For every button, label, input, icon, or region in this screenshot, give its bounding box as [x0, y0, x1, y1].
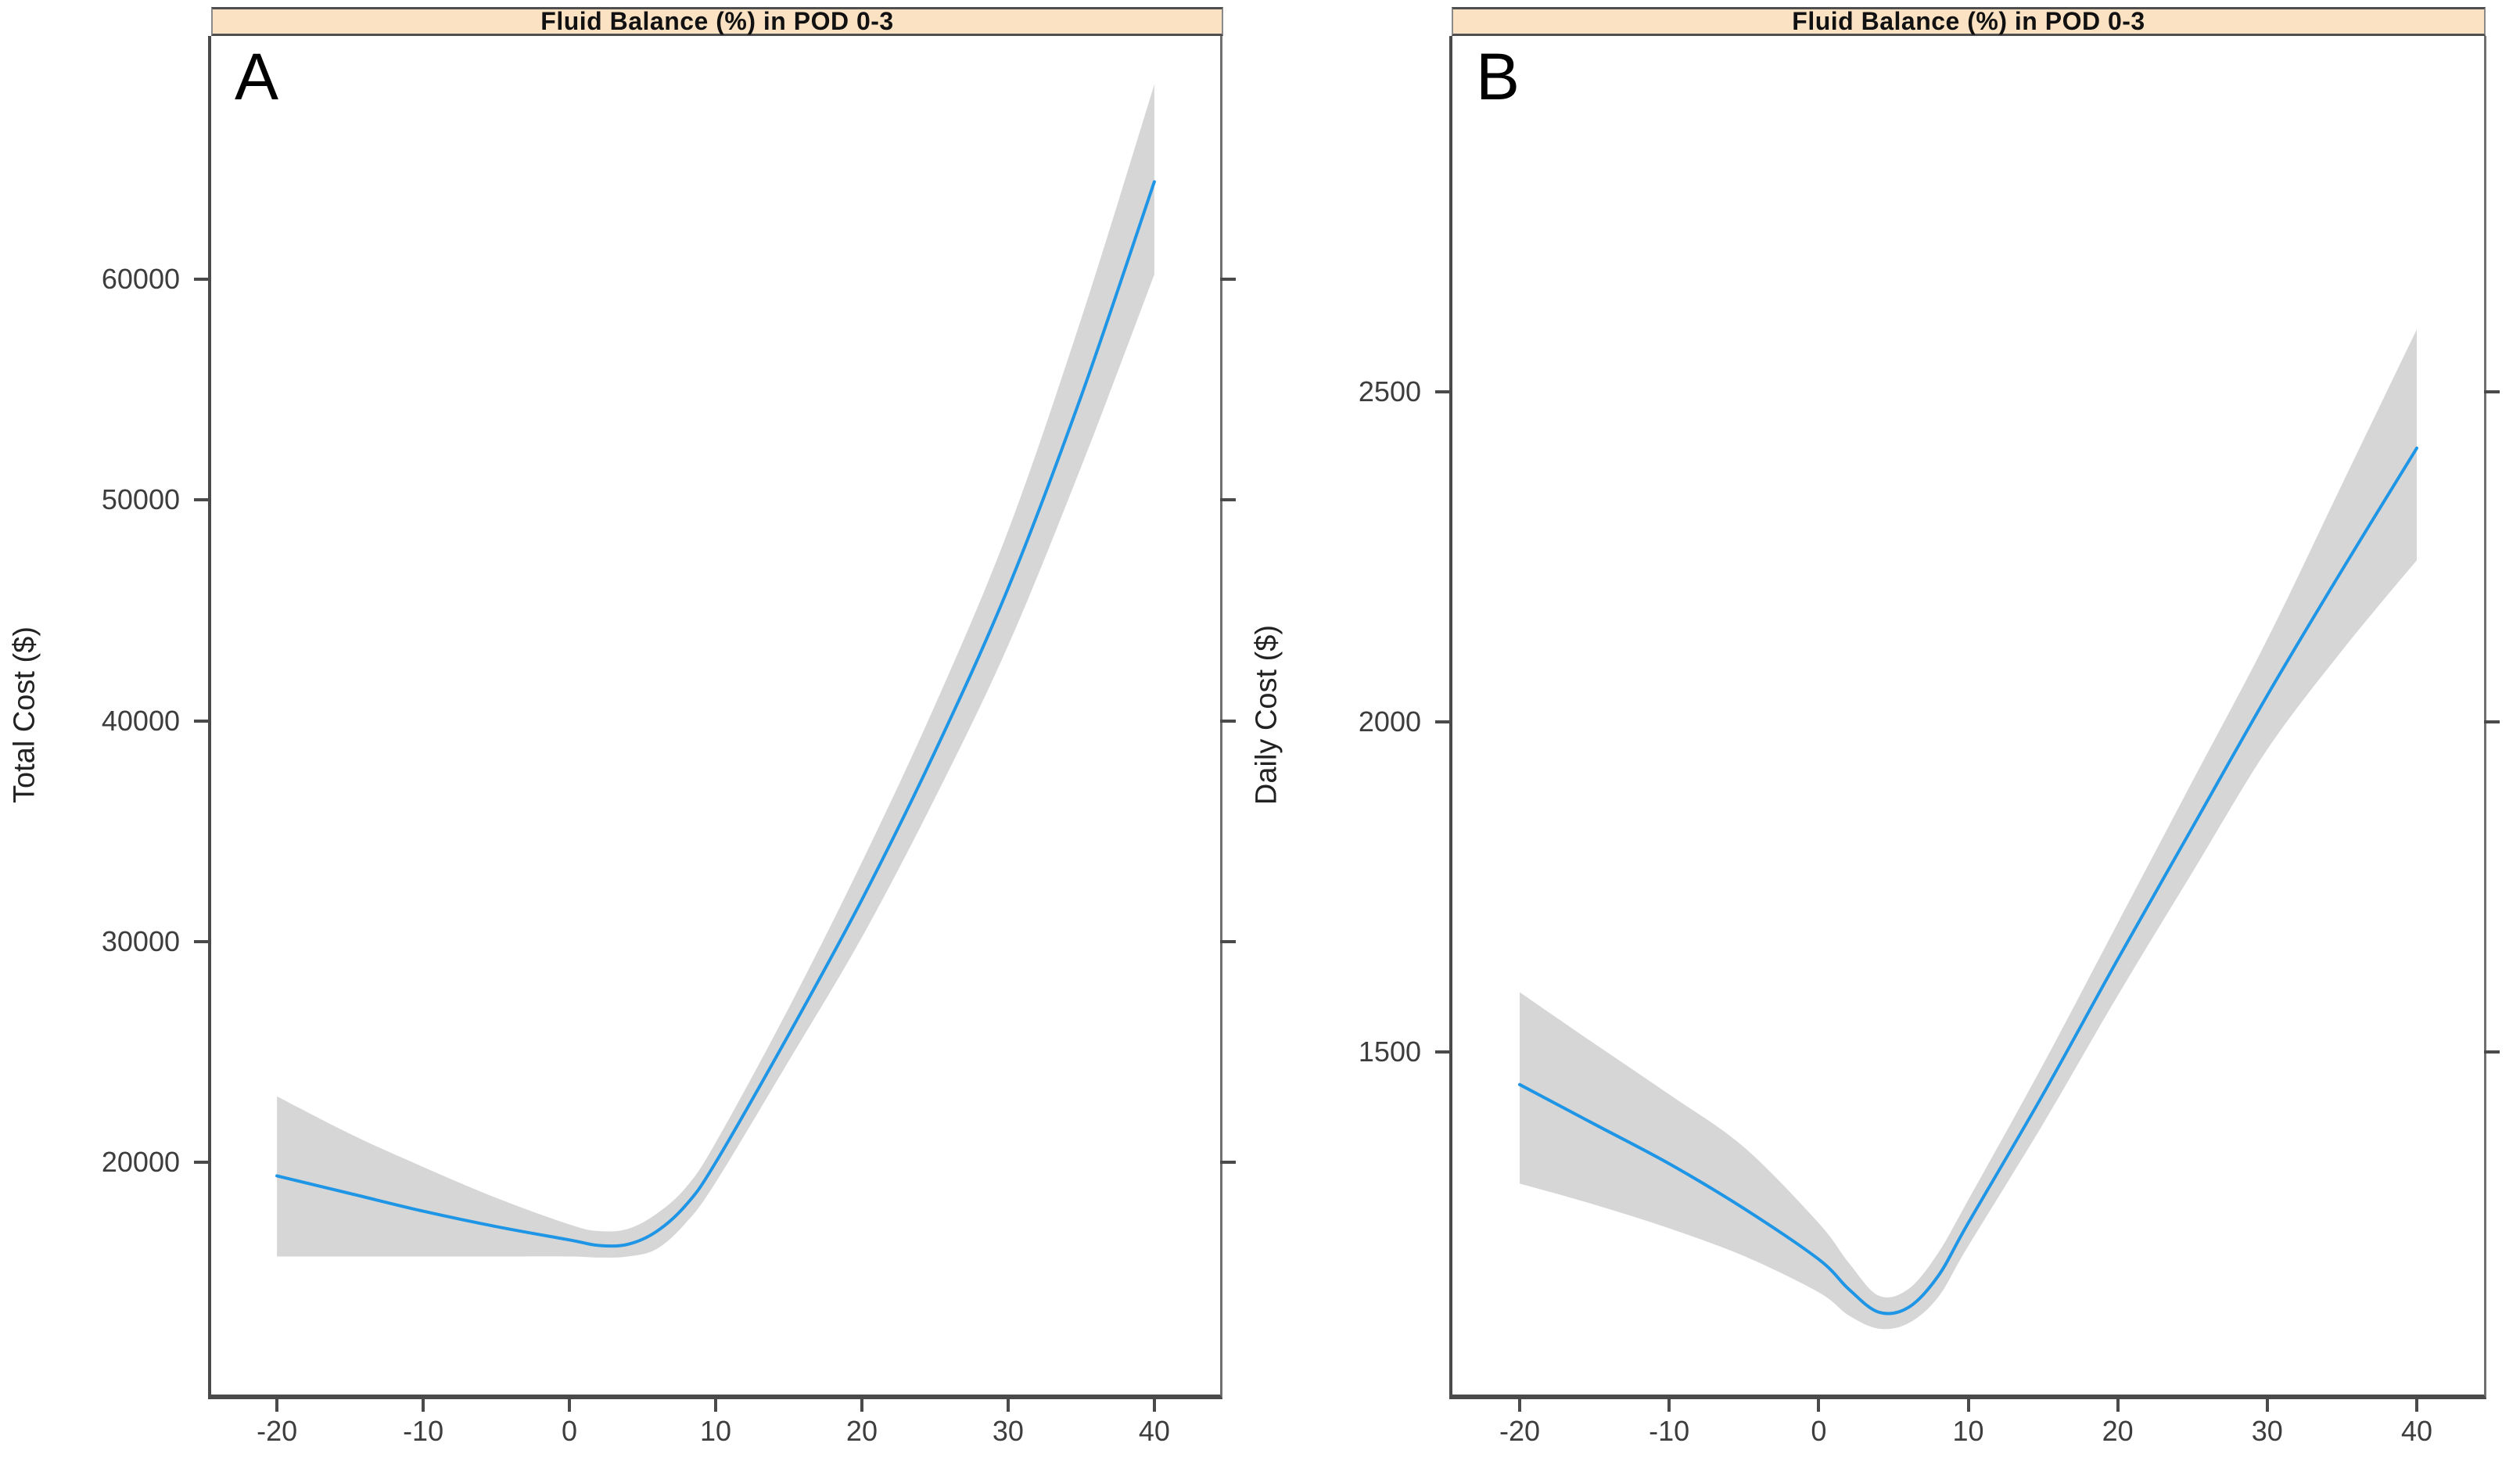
x-tick-label: 10: [1952, 1415, 1984, 1447]
strip-header-a: Fluid Balance (%) in POD 0-3: [211, 7, 1223, 36]
y-axis-tick-right: [1220, 277, 1236, 281]
x-tick-label: 40: [1138, 1415, 1170, 1447]
chart-svg-b: [1518, 329, 2418, 1330]
confidence-band: [277, 84, 1154, 1258]
x-tick-label: 0: [562, 1415, 578, 1447]
chart-svg-a: [275, 84, 1156, 1258]
mean-line: [275, 180, 1156, 1248]
y-axis-tick-right: [2484, 720, 2500, 723]
y-axis-tick-right: [1220, 498, 1236, 502]
x-axis-tick: [1966, 1399, 1970, 1412]
x-axis-tick: [1152, 1399, 1156, 1412]
x-tick-label: 20: [845, 1415, 878, 1447]
y-axis-tick: [1435, 390, 1452, 394]
x-tick-label: 40: [2400, 1415, 2432, 1447]
x-tick-label: -20: [257, 1415, 298, 1447]
x-tick-label: 20: [2102, 1415, 2134, 1447]
x-axis-tick: [1817, 1399, 1821, 1412]
x-axis-tick: [1667, 1399, 1671, 1412]
y-axis-tick: [194, 719, 211, 723]
panel-letter-b: B: [1476, 40, 1520, 113]
x-tick-label: -10: [1649, 1415, 1690, 1447]
x-tick-label: 10: [699, 1415, 732, 1447]
strip-title-a: Fluid Balance (%) in POD 0-3: [540, 7, 894, 35]
plot-area-a: A 20000 30000 40000 50000 60000 -20 -10 0 10 20 30…: [102, 36, 1236, 1447]
y-axis-tick-right: [1220, 1161, 1236, 1165]
y-tick-label: 50000: [101, 483, 180, 516]
y-axis-tick-right: [2484, 390, 2500, 394]
y-tick-label: 20000: [101, 1146, 180, 1179]
y-tick-label: 2500: [1358, 375, 1421, 408]
y-axis-tick: [194, 277, 211, 281]
y-axis-tick: [194, 940, 211, 943]
y-axis-tick-right: [1220, 719, 1236, 723]
y-axis-title-b: Daily Cost ($): [1250, 624, 1283, 806]
y-axis-title-a: Total Cost ($): [8, 626, 41, 803]
y-axis-tick: [1435, 1050, 1452, 1054]
x-axis-tick: [714, 1399, 717, 1412]
y-tick-label: 30000: [101, 925, 180, 957]
x-axis-tick: [275, 1399, 279, 1412]
mean-line: [1518, 447, 2418, 1316]
y-axis-tick: [1435, 720, 1452, 723]
x-axis-tick: [2265, 1399, 2269, 1412]
y-axis-tick-right: [1220, 940, 1236, 943]
y-axis-tick: [194, 1161, 211, 1165]
x-tick-label: 0: [1811, 1415, 1827, 1447]
x-tick-label: 30: [992, 1415, 1024, 1447]
y-tick-label: 40000: [101, 704, 180, 737]
strip-header-b: Fluid Balance (%) in POD 0-3: [1452, 7, 2486, 36]
x-axis-tick: [568, 1399, 572, 1412]
x-axis-tick: [2116, 1399, 2120, 1412]
x-axis-tick: [860, 1399, 863, 1412]
x-tick-label: -10: [403, 1415, 444, 1447]
x-tick-label: 30: [2251, 1415, 2283, 1447]
panel-letter-a: A: [235, 40, 279, 113]
x-axis-tick: [1006, 1399, 1010, 1412]
x-tick-label: -20: [1499, 1415, 1541, 1447]
plot-area-b: B 1500 2000 2500 -20 -10 0 10 20 30 40: [1359, 36, 2500, 1447]
y-tick-label: 1500: [1358, 1035, 1421, 1068]
y-axis-tick-right: [2484, 1050, 2500, 1054]
confidence-band: [1520, 329, 2417, 1330]
strip-title-b: Fluid Balance (%) in POD 0-3: [1792, 7, 2145, 35]
x-axis-tick: [1518, 1399, 1522, 1412]
y-axis-tick: [194, 498, 211, 502]
x-axis-tick: [422, 1399, 425, 1412]
x-axis-tick: [2414, 1399, 2418, 1412]
y-tick-label: 60000: [101, 262, 180, 295]
y-tick-label: 2000: [1358, 705, 1421, 738]
